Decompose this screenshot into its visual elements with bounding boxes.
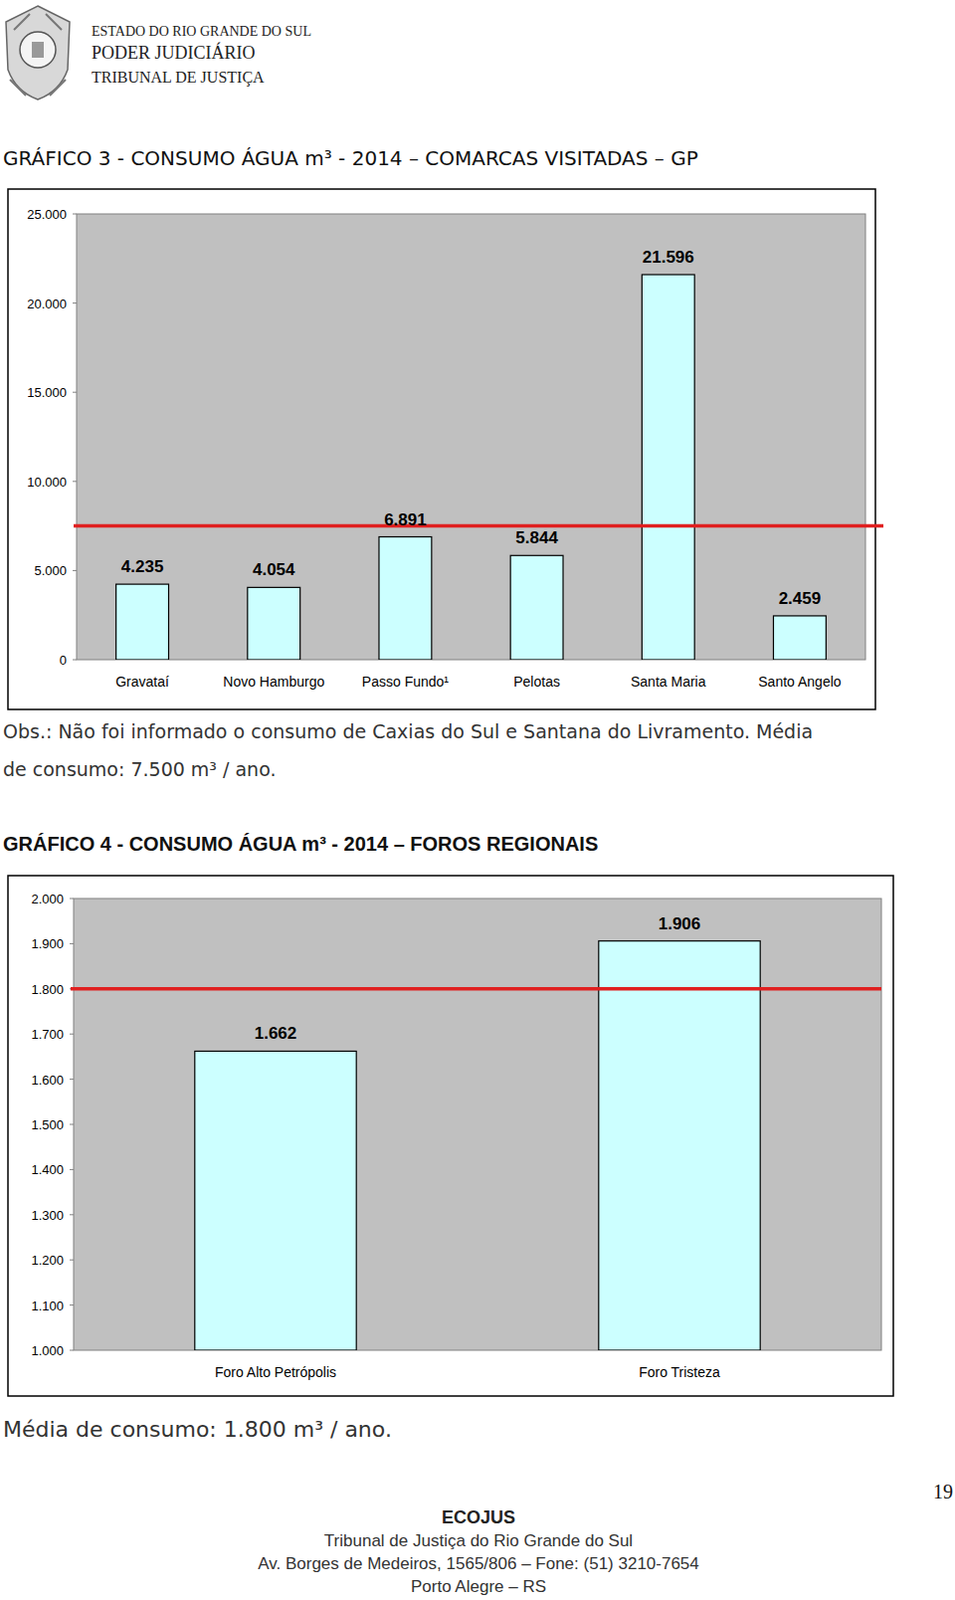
mean-line [73, 524, 884, 529]
y-tick-label: 1.500 [30, 1117, 64, 1133]
y-tick-label: 1.800 [30, 981, 64, 997]
plot-area [73, 898, 882, 1350]
y-tick-label: 5.000 [33, 563, 67, 578]
bar [379, 537, 432, 660]
y-tick-label: 15.000 [26, 384, 67, 400]
data-label: 5.844 [515, 528, 559, 548]
chart: GRÁFICO 3 - CONSUMO ÁGUA m³ - 2014 – COM… [2, 146, 884, 780]
x-tick-label: Foro Tristeza [638, 1363, 721, 1380]
y-tick [72, 302, 77, 304]
bar [598, 941, 761, 1350]
bar [247, 586, 301, 660]
y-tick-label: 1.000 [30, 1342, 64, 1358]
page: ESTADO DO RIO GRANDE DO SUL PODER JUDICIÁ… [0, 0, 955, 1600]
emblem-shield [5, 5, 70, 100]
y-tick [69, 1259, 74, 1261]
footer-line: Porto Alegre – RS [410, 1576, 547, 1596]
data-label: 1.662 [254, 1023, 298, 1043]
bars [194, 941, 761, 1350]
y-tick-label: 1.600 [30, 1072, 64, 1088]
bar [772, 615, 826, 660]
y-tick [72, 480, 77, 482]
data-label: 1.906 [658, 914, 702, 934]
mean-line [70, 986, 882, 991]
chart-frame [7, 875, 894, 1396]
x-tick-label: Gravataí [115, 673, 170, 690]
y-tick-label: 20.000 [26, 296, 67, 312]
x-tick-label: Santa Maria [630, 673, 707, 690]
y-tick [72, 391, 77, 393]
chart: GRÁFICO 4 - CONSUMO ÁGUA m³ - 2014 – FOR… [2, 832, 894, 1442]
y-tick-label: 2.000 [30, 891, 64, 907]
y-tick-label: 1.300 [30, 1207, 64, 1223]
x-tick-label: Passo Fundo¹ [362, 673, 449, 690]
y-tick-label: 10.000 [26, 474, 67, 490]
y-tick [69, 1078, 74, 1080]
x-tick-label: Foro Alto Petrópolis [214, 1363, 337, 1380]
y-tick [69, 1213, 74, 1215]
y-tick [72, 213, 77, 215]
y-tick-label: 1.100 [30, 1298, 64, 1314]
y-tick [69, 1349, 74, 1351]
x-tick-label: Pelotas [513, 673, 561, 690]
bars [116, 274, 827, 660]
y-tick [72, 570, 77, 572]
header-line: PODER JUDICIÁRIO [91, 41, 256, 63]
footer-line: Av. Borges de Medeiros, 1565/806 – Fone:… [257, 1553, 700, 1573]
chart-frame [7, 189, 876, 710]
data-label: 21.596 [642, 247, 695, 267]
bar [116, 583, 170, 660]
chart-note: Média de consumo: 1.800 m³ / ano. [2, 1416, 392, 1442]
header-line: TRIBUNAL DE JUSTIÇA [91, 68, 265, 87]
data-label: 4.054 [252, 560, 296, 579]
bar [510, 555, 564, 660]
chart-title: GRÁFICO 3 - CONSUMO ÁGUA m³ - 2014 – COM… [2, 146, 699, 171]
y-tick-label: 1.900 [30, 936, 64, 952]
emblem-ornament [9, 13, 66, 96]
page-number: 19 [933, 1480, 954, 1503]
y-tick-label: 0 [59, 652, 67, 668]
y-tick [69, 1124, 74, 1126]
emblem [5, 5, 70, 100]
x-tick-label: Novo Hamburgo [222, 673, 325, 690]
header-line: ESTADO DO RIO GRANDE DO SUL [91, 23, 312, 39]
y-tick [69, 1304, 74, 1306]
data-label: 4.235 [121, 557, 165, 576]
footer-line: Tribunal de Justiça do Rio Grande do Sul [324, 1530, 633, 1550]
y-tick-label: 1.700 [30, 1026, 64, 1042]
y-tick-label: 1.400 [30, 1161, 64, 1177]
y-tick-label: 25.000 [26, 206, 67, 222]
y-tick [69, 943, 74, 945]
emblem-seal [19, 31, 56, 68]
y-tick [69, 1168, 74, 1170]
y-tick-label: 1.200 [30, 1252, 64, 1268]
data-label: 2.459 [778, 588, 822, 608]
y-tick [72, 659, 77, 661]
y-tick [69, 1033, 74, 1035]
chart-note: de consumo: 7.500 m³ / ano. [2, 758, 276, 780]
data-label: 6.891 [383, 510, 427, 530]
emblem-center [31, 41, 44, 58]
x-tick-label: Santo Angelo [758, 673, 842, 690]
footer-title: ECOJUS [441, 1507, 516, 1528]
y-tick [69, 898, 74, 900]
bar [641, 274, 695, 660]
chart-title: GRÁFICO 4 - CONSUMO ÁGUA m³ - 2014 – FOR… [2, 832, 598, 855]
bar [194, 1050, 357, 1350]
plot-area [76, 213, 866, 660]
chart-note: Obs.: Não foi informado o consumo de Cax… [2, 720, 813, 743]
